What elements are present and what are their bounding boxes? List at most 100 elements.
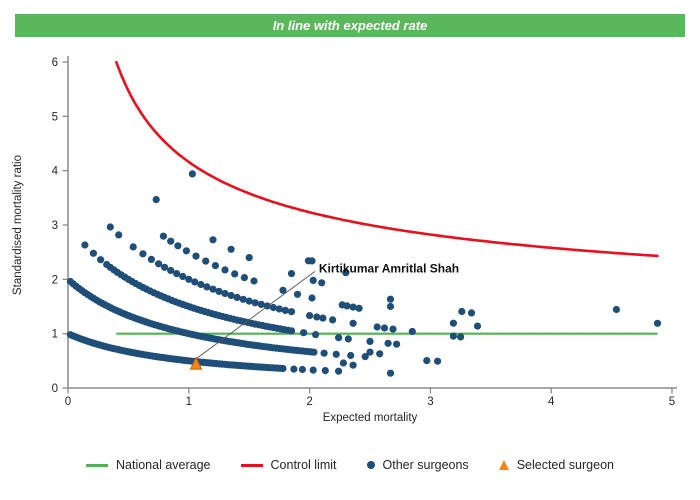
surgeon-point <box>290 365 298 373</box>
surgeon-point <box>612 305 621 314</box>
y-tick-label: 5 <box>52 111 58 123</box>
surgeon-point <box>309 366 317 374</box>
surgeon-point <box>344 335 352 343</box>
surgeon-point <box>349 303 357 311</box>
surgeon-point <box>321 367 329 375</box>
surgeon-point <box>159 232 167 240</box>
surgeon-point <box>449 332 457 340</box>
surgeon-point <box>221 289 229 298</box>
chart-legend: National average Control limit Other sur… <box>0 458 700 472</box>
surgeon-point <box>342 269 350 277</box>
surgeon-point <box>339 359 347 367</box>
surgeon-point <box>139 250 147 258</box>
surgeon-point <box>287 327 296 335</box>
surgeon-point <box>319 314 327 322</box>
surgeon-point <box>97 256 105 264</box>
surgeon-point <box>281 306 289 314</box>
legend-label: Other surgeons <box>382 458 469 472</box>
surgeon-point <box>240 274 248 282</box>
surgeon-point <box>361 353 369 361</box>
surgeon-point <box>202 257 210 265</box>
surgeon-point <box>209 236 217 244</box>
surgeon-point <box>373 323 381 331</box>
smr-funnel-chart: 0 1 2 3 4 5 0 1 2 3 4 5 6 Expected mortality Standar… <box>12 56 677 424</box>
surgeon-point <box>376 350 384 358</box>
control-limit-line-swatch-icon <box>240 463 263 467</box>
surgeon-point <box>251 299 259 307</box>
chart-series <box>66 60 662 377</box>
legend-label: Control limit <box>270 458 337 472</box>
surgeon-point <box>182 247 190 255</box>
surgeon-point <box>147 255 155 263</box>
surgeon-point <box>347 351 355 360</box>
other-surgeons-dot-swatch-icon <box>366 461 375 469</box>
surgeon-point <box>250 277 258 285</box>
surgeon-point <box>152 196 160 204</box>
surgeon-point <box>310 348 318 356</box>
surgeon-point <box>269 303 277 312</box>
surgeon-point <box>129 243 137 251</box>
surgeon-point <box>245 297 253 305</box>
surgeon-point <box>275 305 283 313</box>
surgeon-point <box>239 295 247 303</box>
surgeon-point <box>161 263 169 271</box>
x-tick-label: 5 <box>669 396 675 408</box>
legend-item-control-limit: Control limit <box>240 458 337 472</box>
y-tick-label: 4 <box>52 166 59 178</box>
surgeon-point <box>287 308 296 316</box>
surgeon-point <box>245 254 253 262</box>
surgeon-point <box>309 276 317 284</box>
surgeon-point <box>389 325 397 333</box>
selected-surgeon-triangle-swatch-icon <box>498 460 509 470</box>
surgeon-point <box>203 283 211 291</box>
surgeon-point <box>209 285 217 293</box>
surgeon-point <box>423 357 431 365</box>
surgeon-point <box>434 357 442 365</box>
surgeon-point <box>306 312 314 320</box>
y-tick-label: 1 <box>52 329 58 341</box>
surgeon-point <box>192 252 200 260</box>
x-axis-title: Expected mortality <box>323 412 418 424</box>
surgeon-point <box>167 237 175 245</box>
surgeon-point <box>293 290 302 298</box>
surgeon-point <box>279 286 287 294</box>
surgeon-point <box>115 231 123 239</box>
surgeon-point <box>386 302 395 311</box>
surgeon-point <box>197 280 205 289</box>
legend-item-other-surgeons: Other surgeons <box>366 458 469 472</box>
surgeon-point <box>308 294 316 302</box>
surgeon-point <box>174 242 182 250</box>
surgeon-point <box>298 365 306 374</box>
annotation-label: Kirtikumar Amritlal Shah <box>319 261 459 275</box>
surgeon-point <box>231 270 239 278</box>
legend-label: National average <box>116 458 211 472</box>
national-average-line-swatch-icon <box>86 463 108 467</box>
surgeon-point <box>215 287 223 295</box>
surgeon-point <box>191 278 199 286</box>
legend-label: Selected surgeon <box>516 458 614 472</box>
surgeon-point <box>81 241 89 249</box>
surgeon-point <box>320 349 328 357</box>
surgeon-point <box>179 272 187 281</box>
y-axis-title: Standardised mortality ratio <box>12 155 24 295</box>
surgeon-point <box>188 170 196 178</box>
surgeon-point <box>335 367 343 375</box>
legend-item-selected-surgeon: Selected surgeon <box>498 458 614 472</box>
surgeon-point <box>449 319 457 327</box>
surgeon-point <box>380 324 389 332</box>
surgeon-point <box>329 316 337 324</box>
surgeon-point <box>227 245 235 253</box>
legend-item-national-average: National average <box>86 458 211 472</box>
selected-surgeon-marker <box>189 356 203 370</box>
surgeon-point <box>349 319 357 327</box>
annotation-leader-line <box>196 271 316 359</box>
x-tick-label: 0 <box>65 396 71 408</box>
surgeon-point <box>89 249 97 257</box>
surgeon-point <box>227 291 235 300</box>
surgeon-point <box>300 329 308 337</box>
surgeon-point <box>211 262 219 270</box>
surgeon-point <box>318 279 326 287</box>
surgeon-point <box>312 331 320 339</box>
surgeon-point <box>106 223 114 231</box>
